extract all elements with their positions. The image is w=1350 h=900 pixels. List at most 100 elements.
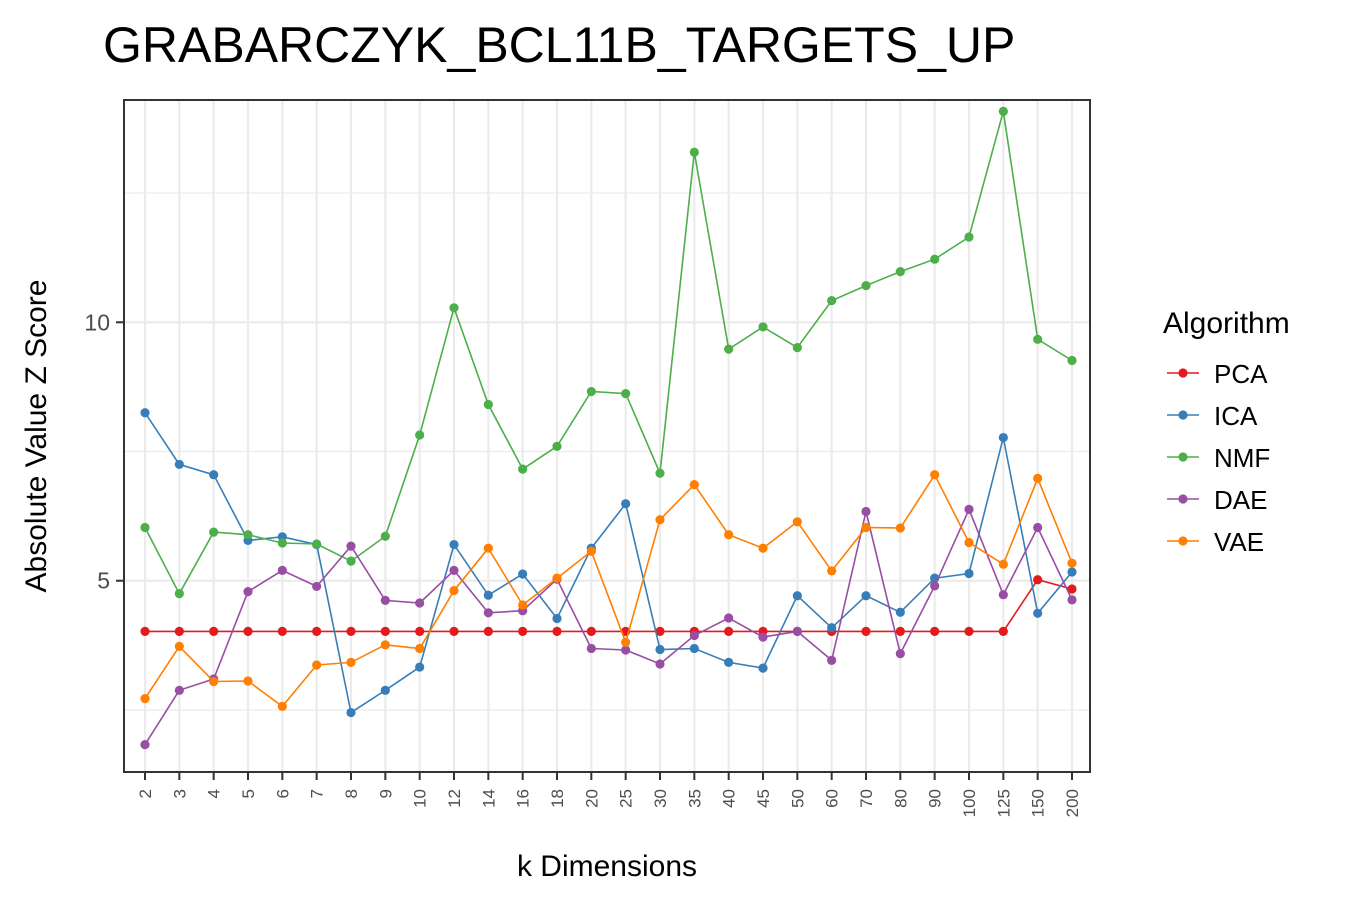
- series-line: [144, 507, 1073, 746]
- legend-label: NMF: [1214, 443, 1270, 473]
- data-point: [861, 591, 871, 601]
- data-point: [861, 506, 871, 517]
- data-point: [1067, 567, 1077, 577]
- x-tick-label: 6: [273, 789, 292, 798]
- data-point: [689, 630, 699, 641]
- data-point: [449, 585, 459, 596]
- data-point: [449, 303, 459, 313]
- data-point: [689, 479, 699, 490]
- data-point: [758, 543, 768, 553]
- x-tick-label: 20: [582, 789, 601, 808]
- x-tick-label: 7: [308, 789, 327, 798]
- x-tick-label: 9: [376, 789, 395, 798]
- data-point: [209, 470, 219, 480]
- data-point: [243, 676, 253, 686]
- data-point: [174, 626, 184, 636]
- y-tick-label: 5: [97, 568, 110, 594]
- data-point: [1033, 473, 1043, 483]
- data-point: [724, 530, 734, 540]
- legend-item-ica: ICA: [1167, 401, 1258, 431]
- data-point: [346, 626, 356, 636]
- legend-label: PCA: [1214, 359, 1268, 389]
- data-point: [792, 591, 802, 601]
- x-tick-label: 10: [411, 789, 430, 808]
- data-point: [552, 613, 562, 624]
- data-point: [174, 685, 184, 695]
- data-point: [483, 626, 493, 636]
- data-point: [312, 539, 322, 549]
- data-point: [621, 637, 631, 647]
- data-point: [586, 643, 596, 654]
- data-point: [655, 659, 665, 669]
- data-point: [895, 523, 905, 533]
- data-point: [140, 626, 150, 636]
- data-point: [415, 626, 425, 636]
- data-point: [1033, 575, 1043, 585]
- data-point: [277, 701, 287, 711]
- x-axis-title: k Dimensions: [517, 850, 697, 883]
- data-point: [140, 522, 150, 533]
- data-point: [552, 573, 562, 583]
- data-point: [827, 623, 837, 633]
- x-tick-label: 80: [891, 789, 910, 808]
- data-point: [174, 641, 184, 651]
- data-point: [724, 344, 734, 354]
- data-point: [655, 626, 665, 636]
- data-point: [380, 626, 390, 636]
- data-point: [277, 626, 287, 636]
- x-tick-label: 35: [685, 789, 704, 808]
- data-point: [1067, 584, 1077, 594]
- x-tick-label: 8: [342, 789, 361, 798]
- data-point: [449, 539, 459, 550]
- legend-item-dae: DAE: [1167, 485, 1267, 515]
- x-tick-label: 16: [514, 789, 533, 808]
- series-line: [144, 412, 1073, 714]
- x-tick-label: 12: [445, 789, 464, 808]
- data-point: [621, 645, 631, 655]
- data-point: [998, 626, 1008, 636]
- data-point: [415, 598, 425, 608]
- data-point: [792, 626, 802, 636]
- data-point: [827, 655, 837, 665]
- data-point: [724, 626, 734, 636]
- data-point: [518, 569, 528, 579]
- data-point: [415, 430, 425, 440]
- data-point: [724, 657, 734, 668]
- x-tick-label: 100: [960, 789, 979, 817]
- data-point: [895, 607, 905, 617]
- data-point: [827, 295, 837, 306]
- series-layer: [140, 106, 1077, 750]
- data-point: [964, 232, 974, 242]
- data-point: [243, 626, 253, 636]
- data-point: [483, 608, 493, 618]
- x-tick-label: 45: [754, 789, 773, 808]
- x-tick-label: 200: [1063, 789, 1082, 817]
- data-point: [518, 464, 528, 474]
- x-tick-label: 50: [788, 789, 807, 808]
- data-point: [380, 595, 390, 605]
- legend-key-point: [1178, 368, 1188, 378]
- x-tick-label: 25: [617, 789, 636, 808]
- x-tick-label: 125: [994, 789, 1013, 817]
- x-tick-label: 3: [170, 789, 189, 798]
- plot-panel-border: [123, 99, 1091, 773]
- series-nmf: [140, 106, 1077, 599]
- legend-key-point: [1178, 536, 1188, 546]
- data-point: [140, 408, 150, 418]
- data-point: [243, 586, 253, 597]
- data-point: [449, 626, 459, 636]
- data-point: [312, 626, 322, 636]
- legend: Algorithm PCA ICA NMF DAE VAE: [1163, 307, 1290, 557]
- legend-label: DAE: [1214, 485, 1267, 515]
- grid: [124, 100, 1090, 772]
- data-point: [346, 707, 356, 718]
- data-point: [689, 643, 699, 654]
- legend-label: VAE: [1214, 527, 1264, 557]
- data-point: [964, 504, 974, 515]
- x-tick-label: 150: [1029, 789, 1048, 817]
- data-point: [792, 517, 802, 527]
- data-point: [1067, 558, 1077, 568]
- x-tick-label: 30: [651, 789, 670, 808]
- data-point: [621, 389, 631, 399]
- data-point: [312, 660, 322, 670]
